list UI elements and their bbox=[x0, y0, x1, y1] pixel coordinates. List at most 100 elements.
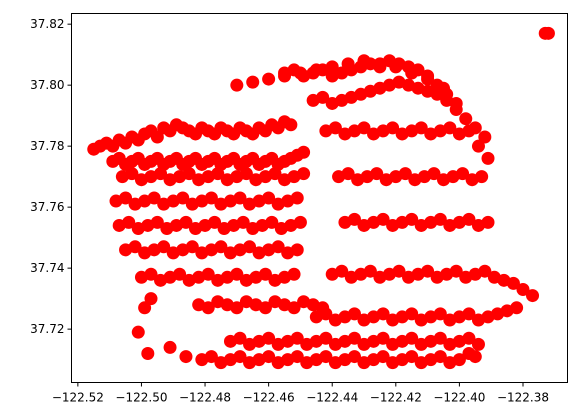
data-point bbox=[341, 167, 355, 181]
data-point bbox=[214, 240, 228, 254]
data-point bbox=[376, 331, 390, 345]
data-point bbox=[427, 167, 441, 181]
data-point bbox=[208, 215, 222, 229]
data-point bbox=[462, 331, 476, 345]
data-point bbox=[230, 267, 244, 281]
data-point bbox=[405, 350, 419, 364]
data-point bbox=[185, 240, 199, 254]
y-tick-label: 37.78 bbox=[30, 139, 64, 153]
data-point bbox=[131, 325, 145, 339]
y-tick-label: 37.74 bbox=[30, 261, 64, 275]
data-point bbox=[144, 267, 158, 281]
data-point bbox=[398, 167, 412, 181]
data-point bbox=[471, 337, 485, 351]
data-point bbox=[233, 350, 247, 364]
data-point bbox=[433, 307, 447, 321]
data-point bbox=[309, 63, 323, 77]
data-point bbox=[271, 240, 285, 254]
data-point bbox=[443, 121, 457, 135]
data-point bbox=[462, 307, 476, 321]
data-point bbox=[433, 212, 447, 226]
data-point bbox=[478, 264, 492, 278]
data-point bbox=[265, 215, 279, 229]
data-point bbox=[204, 191, 218, 205]
data-point bbox=[357, 121, 371, 135]
data-point bbox=[141, 347, 155, 361]
data-point bbox=[433, 350, 447, 364]
data-point bbox=[179, 215, 193, 229]
y-tick-label: 37.76 bbox=[30, 200, 64, 214]
data-point bbox=[150, 215, 164, 229]
x-axis-ticks: −122.52 −122.50 −122.48 −122.46 −122.44 −122.… bbox=[52, 382, 549, 405]
data-point bbox=[452, 353, 466, 367]
data-point bbox=[125, 167, 139, 181]
axes-frame bbox=[71, 13, 568, 383]
data-point bbox=[290, 350, 304, 364]
data-point bbox=[179, 350, 193, 364]
data-point bbox=[119, 191, 133, 205]
data-point bbox=[262, 350, 276, 364]
data-point bbox=[478, 130, 492, 144]
data-point bbox=[462, 347, 476, 361]
x-tick-label: −122.46 bbox=[243, 391, 295, 405]
data-point bbox=[262, 72, 276, 86]
data-point bbox=[347, 212, 361, 226]
x-tick-label: −122.42 bbox=[370, 391, 422, 405]
data-point bbox=[347, 307, 361, 321]
data-point bbox=[370, 167, 384, 181]
data-point bbox=[341, 57, 355, 71]
data-point bbox=[440, 93, 454, 107]
data-point bbox=[150, 130, 164, 144]
data-point bbox=[376, 350, 390, 364]
data-point bbox=[230, 301, 244, 315]
data-point bbox=[325, 60, 339, 74]
data-point bbox=[357, 54, 371, 68]
data-point bbox=[122, 215, 136, 229]
data-point bbox=[506, 276, 520, 290]
data-point bbox=[347, 331, 361, 345]
data-point bbox=[449, 103, 463, 117]
data-point bbox=[176, 191, 190, 205]
data-point bbox=[147, 191, 161, 205]
y-axis-ticks: 37.72 37.74 37.76 37.78 37.80 37.82 bbox=[30, 17, 72, 336]
data-point bbox=[262, 331, 276, 345]
data-point bbox=[386, 121, 400, 135]
data-point bbox=[236, 215, 250, 229]
data-point bbox=[475, 170, 489, 184]
x-tick-label: −122.40 bbox=[433, 391, 485, 405]
data-point bbox=[449, 264, 463, 278]
data-point bbox=[405, 66, 419, 80]
data-point bbox=[287, 267, 301, 281]
data-point bbox=[516, 282, 530, 296]
data-point bbox=[437, 81, 450, 95]
data-point bbox=[293, 215, 307, 229]
data-point bbox=[268, 167, 282, 181]
data-point bbox=[405, 212, 419, 226]
data-point bbox=[335, 264, 349, 278]
data-point bbox=[138, 301, 152, 315]
data-point bbox=[230, 78, 244, 92]
data-point bbox=[421, 264, 435, 278]
data-point bbox=[233, 191, 247, 205]
data-point bbox=[405, 331, 419, 345]
data-point bbox=[456, 167, 470, 181]
data-point bbox=[319, 350, 333, 364]
data-point bbox=[297, 145, 311, 159]
data-point bbox=[293, 66, 307, 80]
data-point bbox=[204, 350, 218, 364]
data-point bbox=[201, 267, 215, 281]
data-points bbox=[87, 26, 555, 370]
data-point bbox=[173, 267, 187, 281]
data-point bbox=[128, 240, 142, 254]
data-point bbox=[373, 57, 387, 71]
data-point bbox=[376, 307, 390, 321]
data-point bbox=[163, 340, 177, 354]
data-point bbox=[211, 167, 225, 181]
data-point bbox=[389, 60, 403, 74]
y-tick-label: 37.82 bbox=[30, 17, 64, 31]
data-point bbox=[239, 167, 253, 181]
data-point bbox=[376, 212, 390, 226]
data-point bbox=[471, 139, 485, 153]
x-tick-label: −122.52 bbox=[52, 391, 104, 405]
